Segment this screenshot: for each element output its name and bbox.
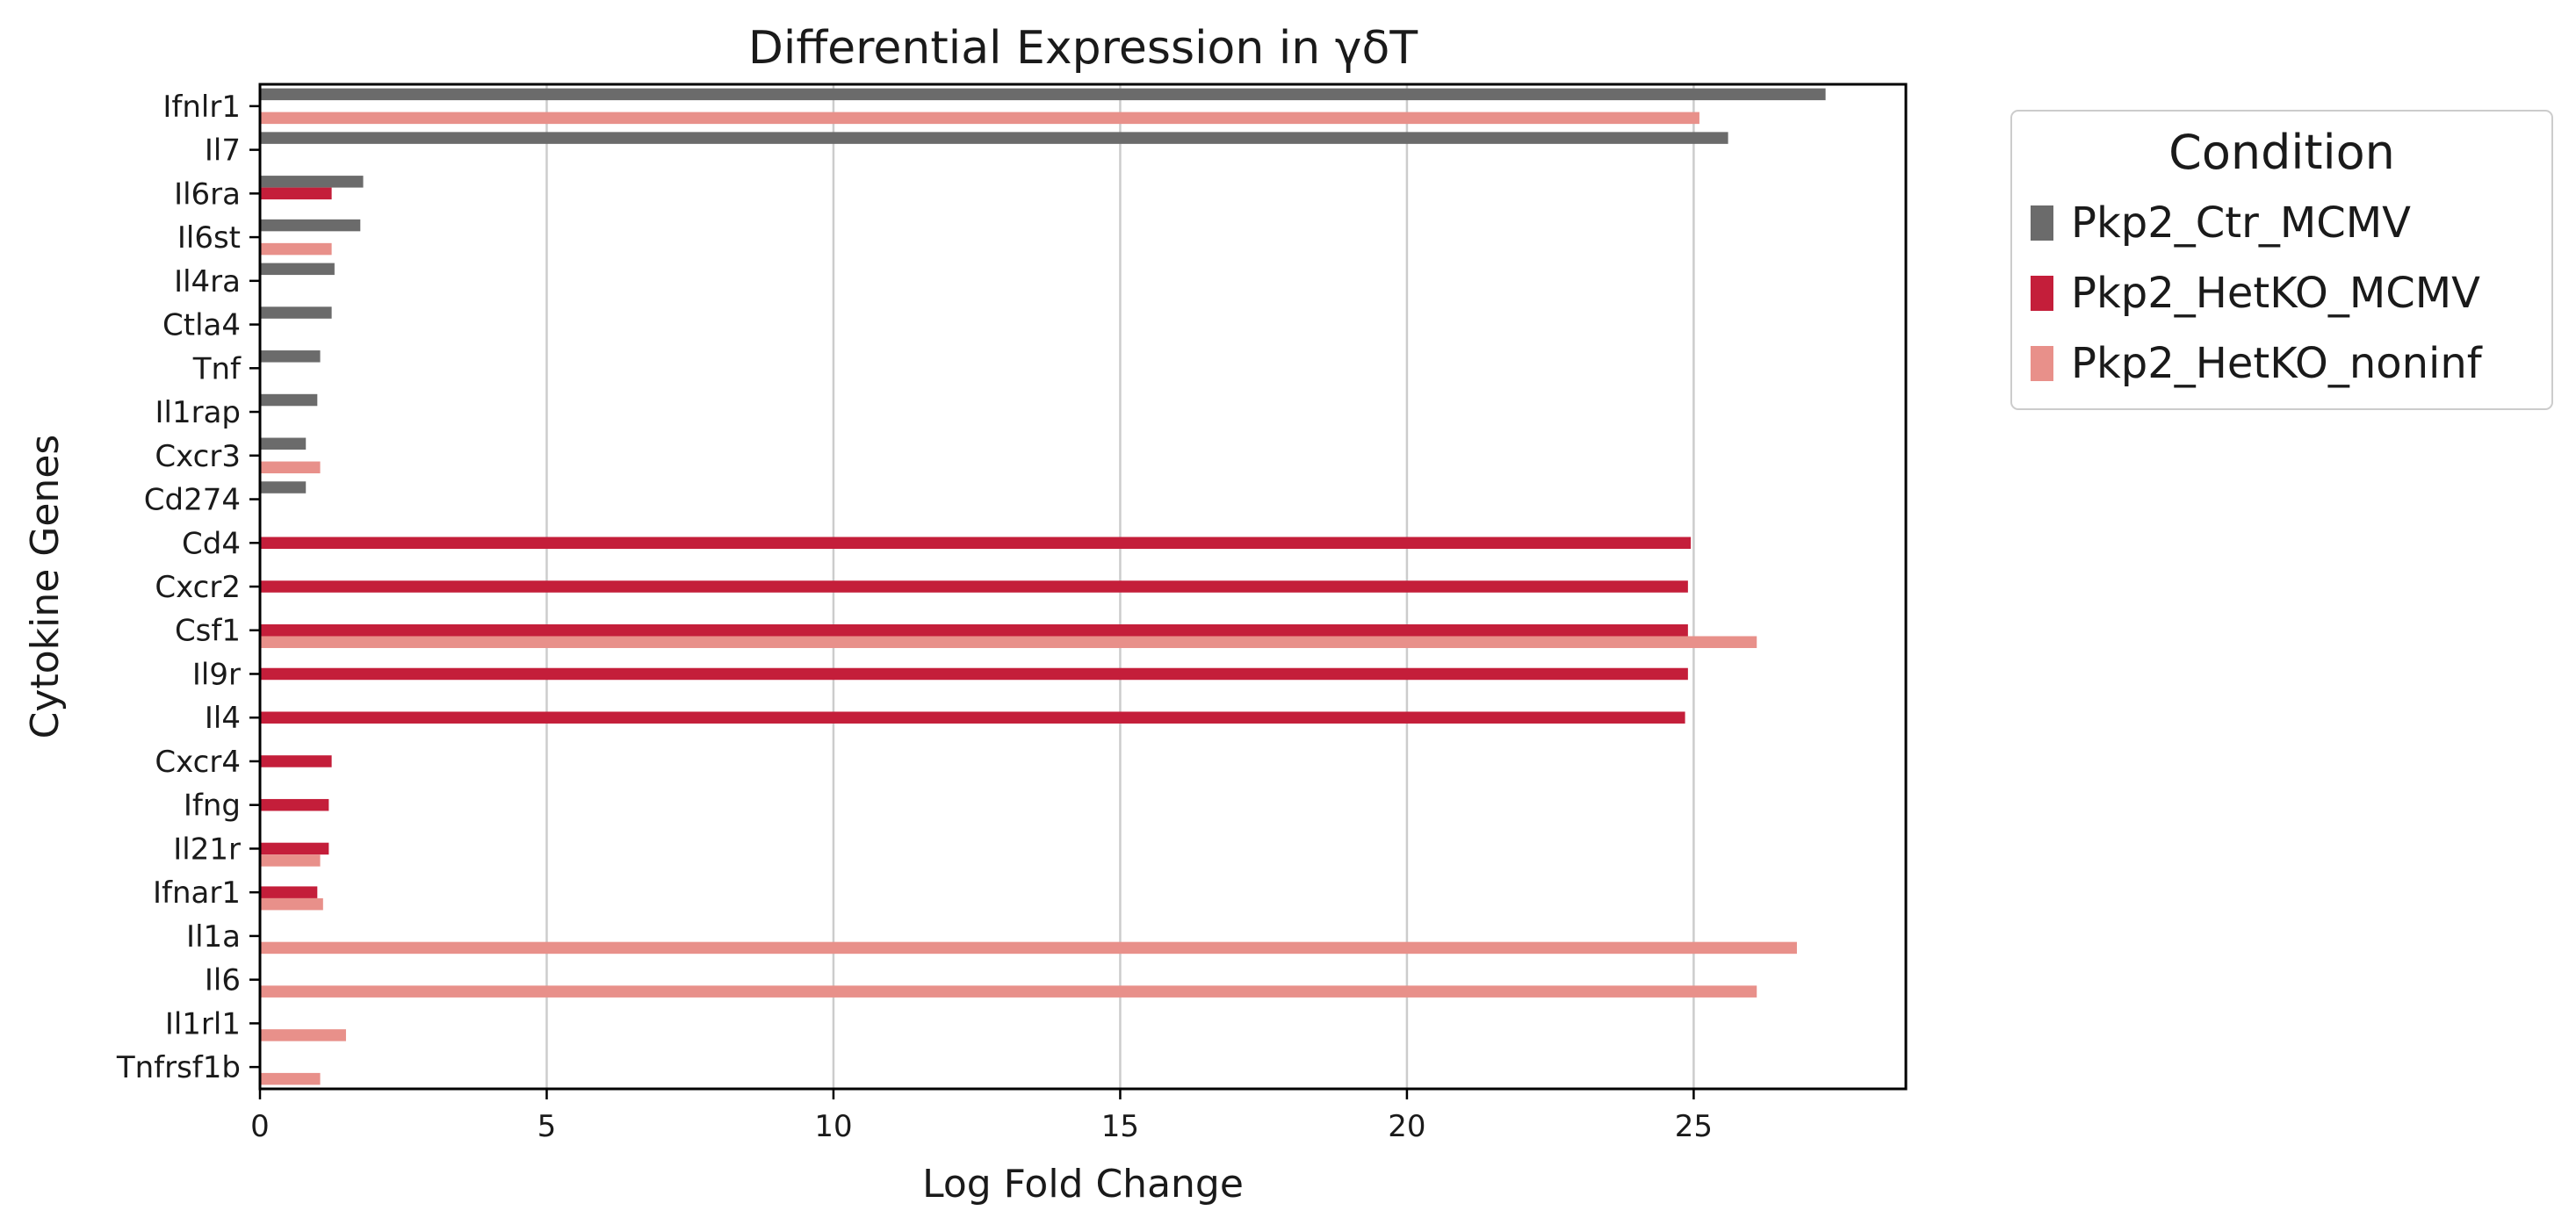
bar-Pkp2_HetKO_MCMV-Il6ra (260, 187, 332, 200)
bar-Pkp2_HetKO_MCMV-Cxcr2 (260, 580, 1688, 593)
y-tick-label: Il4ra (174, 264, 241, 299)
bar-Pkp2_HetKO_MCMV-Cxcr4 (260, 755, 332, 767)
y-tick-label: Ifnar1 (153, 875, 241, 911)
bar-Pkp2_Ctr_MCMV-Tnf (260, 350, 321, 363)
y-tick-label: Il6st (177, 220, 241, 256)
y-axis-label: Cytokine Genes (23, 435, 68, 739)
y-tick-label: Cxcr3 (155, 439, 241, 474)
y-tick-label: Cd274 (144, 483, 241, 518)
bar-layer (260, 88, 1826, 1085)
y-tick-label: Il1a (186, 919, 241, 955)
bar-Pkp2_Ctr_MCMV-Il4ra (260, 263, 335, 276)
bar-Pkp2_Ctr_MCMV-Cxcr3 (260, 437, 307, 450)
legend: Condition Pkp2_Ctr_MCMVPkp2_HetKO_MCMVPk… (2010, 110, 2553, 410)
legend-swatch-Pkp2_HetKO_MCMV (2031, 276, 2053, 311)
x-tick-label: 10 (814, 1109, 852, 1144)
bar-Pkp2_HetKO_noninf-Tnfrsf1b (260, 1072, 321, 1085)
x-tick-label: 20 (1388, 1109, 1425, 1144)
bar-Pkp2_HetKO_MCMV-Il9r (260, 667, 1688, 681)
legend-items: Pkp2_Ctr_MCMV Pkp2_HetKO_MCMV Pkp2_HetKO_n… (2031, 198, 2483, 388)
chart-title: Differential Expression in γδT (748, 22, 1418, 75)
x-tick-label: 5 (538, 1109, 557, 1144)
legend-swatch-Pkp2_HetKO_noninf (2031, 346, 2053, 381)
y-tick-label: Cxcr4 (155, 745, 241, 780)
y-tick-label: Il6 (205, 963, 241, 998)
bar-Pkp2_Ctr_MCMV-Ifnlr1 (260, 88, 1826, 101)
y-tick-label: Ifng (184, 789, 241, 824)
legend-title: Condition (2168, 125, 2395, 180)
y-axis-ticks: Ifnlr1 Il7 Il6ra Il6st Il4ra Ctla4 Tnf Il1rap Cx… (116, 90, 260, 1085)
legend-label-Pkp2_HetKO_MCMV: Pkp2_HetKO_MCMV (2071, 269, 2480, 318)
bar-Pkp2_HetKO_noninf-Il1a (260, 941, 1797, 955)
y-tick-label: Il4 (205, 701, 241, 736)
bar-Pkp2_Ctr_MCMV-Ctla4 (260, 306, 332, 319)
bar-Pkp2_HetKO_noninf-Ifnar1 (260, 897, 323, 911)
y-tick-label: Ctla4 (162, 308, 241, 343)
y-tick-label: Ifnlr1 (162, 90, 241, 125)
legend-label-Pkp2_Ctr_MCMV: Pkp2_Ctr_MCMV (2071, 198, 2411, 248)
x-tick-label: 0 (250, 1109, 270, 1144)
y-tick-label: Tnfrsf1b (116, 1050, 241, 1085)
bar-Pkp2_HetKO_noninf-Cxcr3 (260, 461, 321, 474)
y-tick-label: Cd4 (182, 526, 241, 561)
y-tick-label: Il1rap (155, 395, 241, 430)
bar-Pkp2_HetKO_noninf-Il6 (260, 985, 1757, 998)
x-tick-label: 25 (1675, 1109, 1713, 1144)
bar-Pkp2_HetKO_MCMV-Csf1 (260, 623, 1688, 637)
bar-Pkp2_Ctr_MCMV-Il6ra (260, 176, 364, 188)
x-axis-label: Log Fold Change (922, 1162, 1244, 1207)
bar-Pkp2_HetKO_noninf-Csf1 (260, 636, 1757, 648)
bar-Pkp2_Ctr_MCMV-Il1rap (260, 393, 318, 407)
y-tick-label: Cxcr2 (155, 570, 241, 605)
bar-Pkp2_HetKO_noninf-Il1rl1 (260, 1029, 346, 1041)
bar-Pkp2_HetKO_MCMV-Ifnar1 (260, 886, 318, 898)
bar-Pkp2_HetKO_noninf-Il21r (260, 854, 321, 867)
bar-Pkp2_HetKO_noninf-Ifnlr1 (260, 112, 1699, 125)
y-tick-label: Il21r (173, 832, 241, 867)
bar-Pkp2_HetKO_MCMV-Cd4 (260, 537, 1692, 550)
bar-Pkp2_Ctr_MCMV-Il6st (260, 219, 361, 232)
legend-swatch-Pkp2_Ctr_MCMV (2031, 205, 2053, 241)
y-tick-label: Csf1 (175, 614, 241, 649)
y-tick-label: Il9r (192, 657, 241, 692)
y-tick-label: Il6ra (174, 177, 241, 212)
bar-Pkp2_HetKO_noninf-Il6st (260, 242, 332, 256)
y-tick-label: Tnf (192, 351, 242, 386)
x-axis-ticks: 0 5 10 15 20 25 (250, 1089, 1713, 1144)
bar-Pkp2_HetKO_MCMV-Il4 (260, 711, 1685, 724)
bar-Pkp2_Ctr_MCMV-Cd274 (260, 481, 307, 494)
y-tick-label: Il7 (205, 133, 241, 169)
bar-Pkp2_Ctr_MCMV-Il7 (260, 132, 1728, 144)
x-tick-label: 15 (1101, 1109, 1139, 1144)
legend-label-Pkp2_HetKO_noninf: Pkp2_HetKO_noninf (2071, 339, 2483, 388)
bar-Pkp2_HetKO_MCMV-Ifng (260, 798, 329, 811)
legend-box (2010, 110, 2553, 410)
y-tick-label: Il1rl1 (165, 1006, 241, 1041)
bar-Pkp2_HetKO_MCMV-Il21r (260, 842, 329, 855)
